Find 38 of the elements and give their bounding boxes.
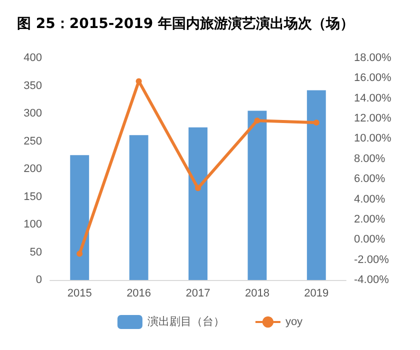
- y2-tick-label: 4.00%: [354, 193, 386, 206]
- legend-label: 演出剧目（台）: [147, 315, 224, 328]
- y2-tick-label: 16.00%: [354, 72, 392, 84]
- y-tick-label: 100: [24, 218, 42, 230]
- y-tick-label: 50: [30, 246, 42, 258]
- y-tick-label: 0: [36, 274, 42, 286]
- y-tick-label: 300: [24, 108, 42, 120]
- point: [254, 118, 260, 124]
- y2-tick-label: 0.00%: [354, 234, 386, 246]
- y2-tick-label: 2.00%: [354, 213, 386, 226]
- legend-label: yoy: [285, 316, 304, 328]
- x-tick-label: 2017: [186, 288, 210, 300]
- y-tick-label: 200: [24, 163, 42, 175]
- bar: [248, 110, 267, 280]
- bar: [129, 135, 148, 280]
- point: [76, 250, 83, 257]
- y-tick-label: 350: [24, 80, 42, 92]
- y2-tick-label: 10.00%: [354, 132, 392, 145]
- y2-tick-label: 8.00%: [354, 152, 386, 165]
- bar: [306, 90, 326, 280]
- x-tick-label: 2016: [126, 288, 152, 300]
- x-tick-label: 2019: [304, 288, 329, 300]
- y2-tick-label: 6.00%: [354, 173, 386, 186]
- y-tick-label: 150: [24, 190, 42, 203]
- y2-tick-label: -4.00%: [354, 274, 390, 286]
- point: [195, 185, 201, 192]
- bar: [188, 127, 208, 280]
- x-tick-label: 2015: [67, 288, 92, 300]
- x-tick-label: 2018: [244, 288, 270, 300]
- bar: [70, 155, 90, 280]
- y2-tick-label: 12.00%: [354, 112, 392, 125]
- chart-title: 图 25：2015-2019 年国内旅游演艺演出场次（场）: [17, 15, 354, 32]
- y2-tick-label: 18.00%: [354, 52, 392, 64]
- y-tick-label: 400: [24, 52, 42, 64]
- y2-tick-label: 14.00%: [354, 92, 392, 104]
- y2-tick-label: -2.00%: [354, 254, 390, 266]
- y-tick-label: 250: [24, 135, 42, 148]
- point: [313, 120, 320, 126]
